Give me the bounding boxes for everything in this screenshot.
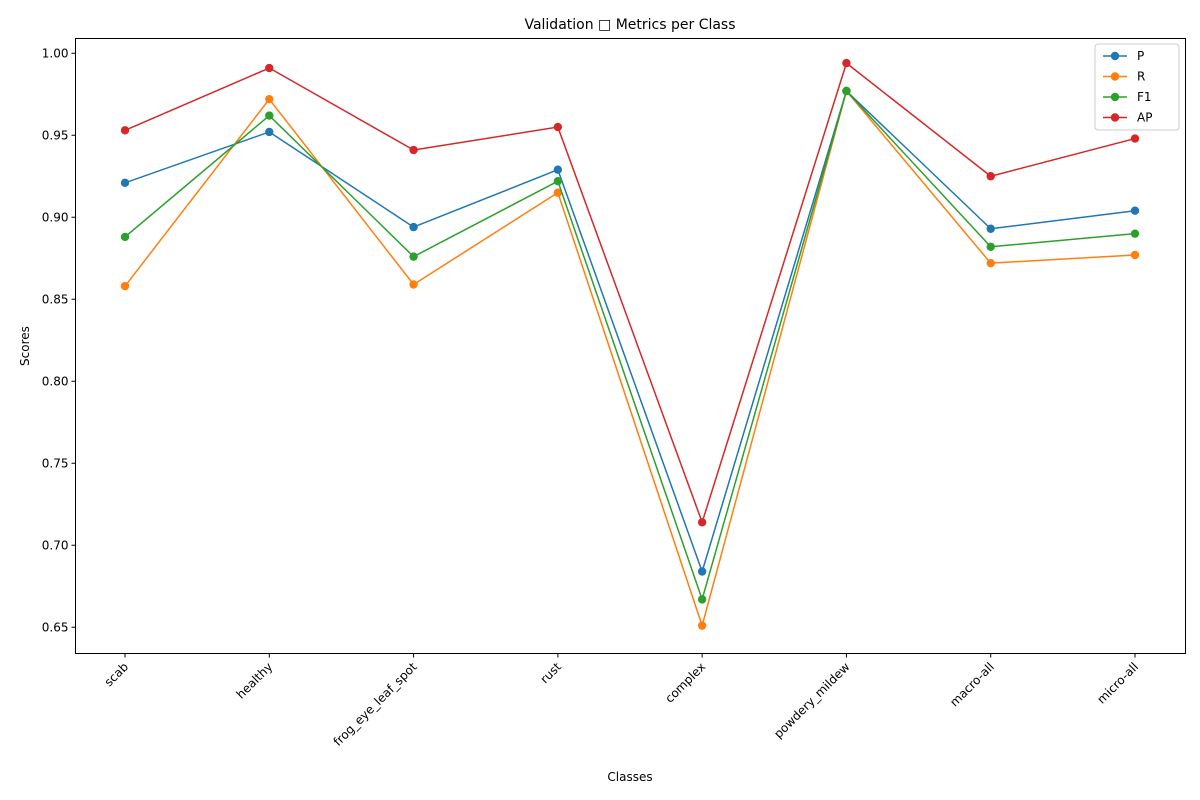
legend-swatch-marker: [1110, 51, 1120, 61]
legend-item: F1: [1103, 90, 1152, 104]
data-point: [409, 252, 418, 261]
data-point: [409, 280, 418, 289]
data-point: [265, 111, 274, 120]
data-point: [409, 145, 418, 155]
y-tick-label: 0.70: [42, 538, 69, 552]
data-point: [842, 86, 851, 96]
y-tick-label: 0.95: [42, 128, 69, 142]
y-tick-label: 0.90: [42, 210, 69, 224]
plot-frame: [75, 38, 1186, 654]
data-point: [120, 232, 130, 242]
data-point: [1130, 250, 1140, 260]
data-point: [986, 242, 995, 251]
series-line: [124, 90, 1136, 627]
legend-swatch-marker: [1110, 113, 1120, 122]
y-tick-label: 0.80: [42, 374, 69, 388]
series-f1: [120, 86, 1140, 604]
y-axis-label: Scores: [18, 326, 32, 366]
data-point: [409, 222, 418, 232]
legend-box: [1094, 43, 1180, 131]
data-point: [553, 122, 563, 132]
chart-title: Validation □ Metrics per Class: [524, 17, 735, 33]
y-tick-label: 1.00: [42, 46, 69, 60]
data-point: [986, 224, 995, 233]
data-point: [697, 567, 707, 576]
data-point: [1130, 134, 1140, 143]
legend-label: R: [1137, 70, 1145, 84]
data-point: [986, 172, 995, 181]
data-point: [120, 126, 130, 135]
x-axis-label: Classes: [607, 770, 652, 784]
data-point: [697, 518, 707, 527]
series-line: [124, 62, 1136, 524]
legend-label: F1: [1137, 90, 1152, 104]
legend-label: P: [1137, 49, 1144, 63]
legend-item: AP: [1103, 111, 1152, 125]
data-point: [265, 94, 274, 104]
series-ap: [120, 58, 1140, 527]
data-point: [120, 178, 130, 188]
data-point: [553, 176, 563, 186]
y-tick-label: 0.85: [42, 292, 69, 306]
data-point: [697, 621, 707, 630]
series-line: [124, 90, 1136, 573]
data-point: [1130, 206, 1140, 215]
data-point: [986, 258, 995, 268]
data-point: [265, 63, 274, 73]
plot-area: [120, 58, 1140, 630]
series-line: [124, 90, 1136, 601]
legend-item: P: [1103, 49, 1144, 63]
data-point: [553, 165, 563, 174]
data-point: [842, 58, 851, 68]
legend-item: R: [1103, 70, 1145, 84]
data-point: [120, 281, 130, 291]
data-point: [697, 595, 707, 604]
y-tick-label: 0.75: [42, 456, 69, 470]
y-tick-label: 0.65: [42, 620, 69, 634]
legend-label: AP: [1137, 111, 1152, 125]
data-point: [265, 127, 274, 137]
data-point: [1130, 229, 1140, 238]
legend: PR F1 AP: [1094, 43, 1180, 131]
legend-swatch-marker: [1110, 92, 1120, 102]
legend-swatch-marker: [1110, 72, 1120, 81]
data-point: [553, 188, 563, 197]
